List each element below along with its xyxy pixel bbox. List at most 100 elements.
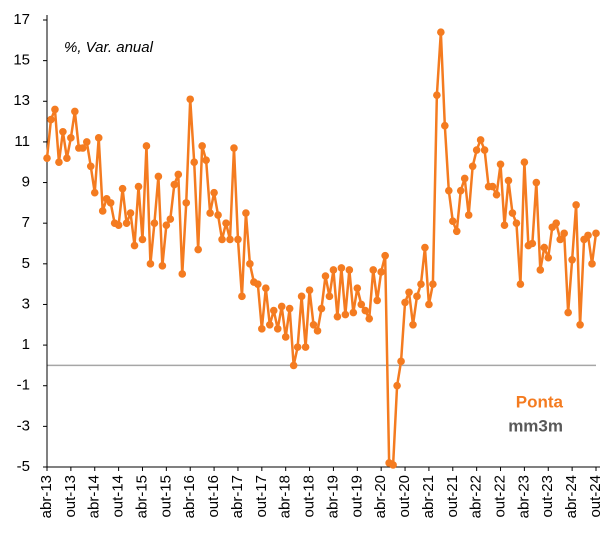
point — [397, 357, 405, 366]
y-tick-label: 11 — [14, 133, 30, 150]
point — [63, 154, 71, 162]
x-tick-label: abr-20 — [372, 475, 389, 518]
x-tick-label: abr-14 — [86, 475, 103, 518]
point — [437, 28, 445, 36]
point — [425, 300, 433, 309]
point — [47, 115, 55, 124]
point — [246, 260, 254, 268]
point — [441, 121, 449, 130]
point — [413, 292, 421, 301]
point — [357, 300, 366, 309]
point — [198, 142, 206, 150]
point — [277, 302, 286, 311]
point — [389, 461, 397, 469]
point — [79, 144, 87, 152]
point — [365, 314, 374, 323]
point — [190, 158, 198, 167]
point — [472, 146, 481, 154]
point — [293, 343, 302, 351]
point — [528, 239, 537, 248]
x-tick-label: abr-13 — [38, 475, 55, 518]
point — [170, 180, 179, 189]
point — [381, 251, 389, 260]
point — [82, 138, 91, 146]
point — [544, 253, 553, 262]
point — [94, 134, 103, 142]
point — [309, 320, 318, 329]
point — [337, 264, 346, 272]
point — [43, 154, 51, 162]
point — [496, 160, 505, 169]
point — [361, 306, 370, 315]
point — [194, 245, 202, 254]
point — [373, 296, 381, 305]
point — [588, 260, 596, 268]
x-tick-label: out-18 — [301, 475, 318, 518]
chart-subtitle: %, Var. anual — [64, 39, 154, 56]
point — [445, 186, 453, 195]
point — [269, 306, 278, 315]
legend-label: mm3m — [508, 416, 563, 435]
x-tick-label: abr-15 — [133, 475, 150, 518]
point — [572, 201, 580, 209]
point — [492, 190, 501, 199]
point — [377, 268, 385, 276]
point — [500, 221, 509, 230]
point — [130, 241, 139, 250]
point — [142, 142, 151, 150]
point — [134, 182, 143, 191]
point — [560, 229, 568, 238]
x-tick-label: out-15 — [157, 475, 174, 518]
point — [122, 219, 131, 227]
point — [452, 227, 461, 236]
y-tick-label: 17 — [13, 11, 30, 28]
point — [488, 182, 497, 191]
point — [345, 266, 354, 274]
point — [154, 172, 163, 181]
point — [516, 280, 525, 288]
point — [393, 381, 401, 390]
point — [86, 162, 95, 171]
point — [592, 229, 600, 238]
point — [317, 304, 326, 313]
point — [568, 255, 576, 264]
point — [540, 243, 549, 252]
y-tick-label: 15 — [13, 52, 30, 69]
point — [178, 270, 187, 278]
point — [55, 158, 63, 167]
point — [405, 288, 413, 297]
x-tick-label: abr-23 — [515, 475, 532, 518]
y-tick-label: 5 — [22, 255, 30, 272]
point — [226, 235, 234, 244]
point — [273, 325, 282, 333]
point — [429, 280, 437, 288]
x-tick-label: out-20 — [396, 475, 413, 518]
point — [468, 162, 477, 171]
point — [71, 107, 79, 116]
point — [536, 266, 545, 274]
point — [564, 308, 572, 317]
point — [210, 188, 218, 197]
point — [508, 209, 517, 217]
point — [222, 219, 230, 227]
point — [67, 134, 75, 142]
point — [584, 231, 592, 240]
point — [341, 310, 350, 319]
point — [258, 325, 266, 333]
point — [166, 215, 175, 223]
x-tick-label: out-13 — [62, 475, 79, 518]
point — [218, 235, 226, 244]
point — [206, 209, 214, 217]
point — [401, 298, 409, 307]
point — [262, 284, 270, 293]
x-tick-label: out-17 — [253, 475, 270, 518]
point — [214, 211, 222, 219]
x-tick-label: out-19 — [348, 475, 365, 518]
point — [460, 174, 469, 183]
point — [202, 156, 210, 164]
point — [476, 136, 485, 144]
point — [265, 320, 274, 329]
point — [230, 144, 238, 152]
x-tick-label: abr-18 — [277, 475, 294, 518]
